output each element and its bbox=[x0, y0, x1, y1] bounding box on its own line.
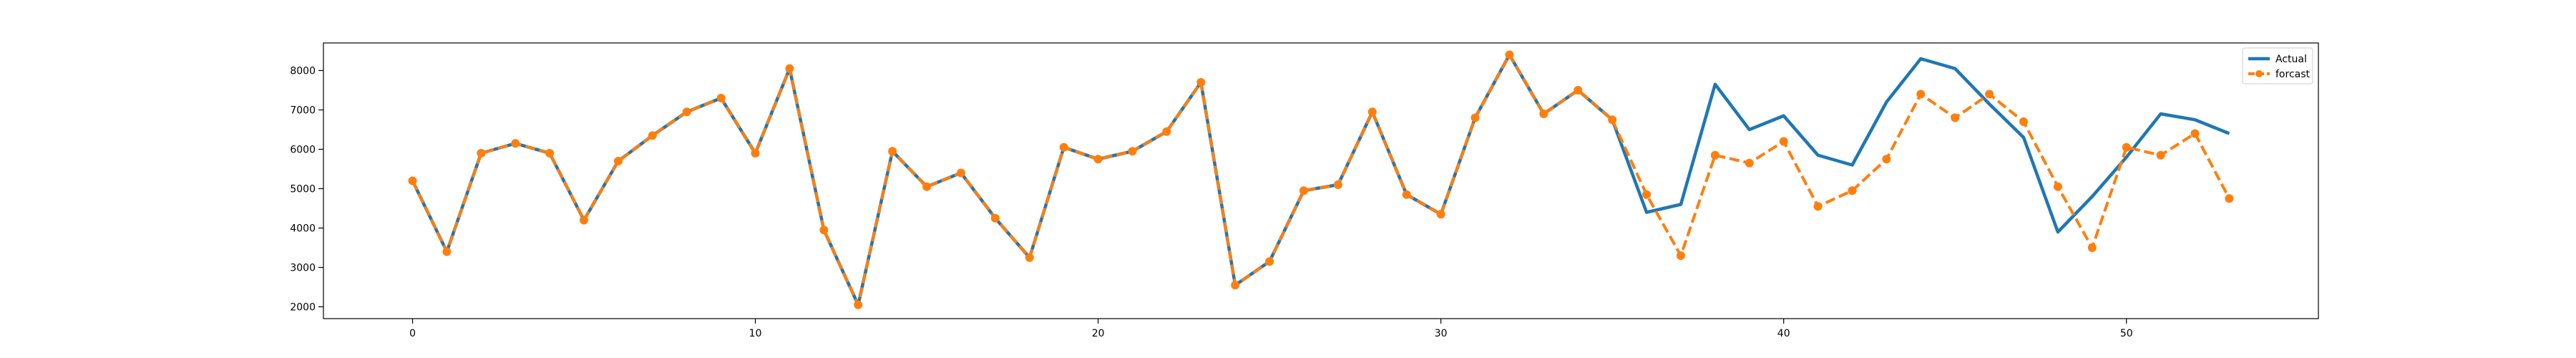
data-point-forcast bbox=[1608, 115, 1617, 125]
x-tick-label: 10 bbox=[749, 328, 762, 339]
y-tick-label: 4000 bbox=[290, 223, 316, 235]
data-point-forcast bbox=[1333, 180, 1342, 189]
data-point-forcast bbox=[1642, 190, 1652, 199]
data-point-forcast bbox=[1265, 257, 1274, 266]
data-point-forcast bbox=[2225, 194, 2234, 203]
x-tick-label: 0 bbox=[409, 328, 416, 339]
data-point-forcast bbox=[957, 168, 966, 178]
data-point-forcast bbox=[2053, 182, 2062, 191]
x-tick-label: 40 bbox=[1777, 328, 1790, 339]
data-point-forcast bbox=[990, 213, 1000, 223]
x-tick-label: 50 bbox=[2120, 328, 2133, 339]
data-point-forcast bbox=[1059, 142, 1068, 152]
data-point-forcast bbox=[2019, 117, 2029, 126]
data-point-forcast bbox=[1470, 113, 1480, 122]
x-tick-label: 20 bbox=[1092, 328, 1105, 339]
legend-label-actual: Actual bbox=[2275, 54, 2307, 65]
data-point-forcast bbox=[2156, 150, 2165, 160]
data-point-forcast bbox=[511, 139, 520, 148]
legend: Actual forcast bbox=[2242, 47, 2313, 84]
y-tick-label: 6000 bbox=[290, 145, 316, 156]
data-point-forcast bbox=[1882, 155, 1891, 164]
y-tick-label: 5000 bbox=[290, 184, 316, 195]
data-point-forcast bbox=[1539, 110, 1548, 118]
data-point-forcast bbox=[1231, 281, 1240, 290]
data-point-forcast bbox=[819, 226, 829, 235]
data-point-forcast bbox=[648, 131, 657, 140]
data-point-forcast bbox=[545, 149, 555, 158]
y-tick-label: 3000 bbox=[290, 263, 316, 274]
plot-area bbox=[408, 50, 2234, 309]
data-point-forcast bbox=[1162, 127, 1171, 136]
axes-frame bbox=[323, 42, 2319, 319]
data-point-forcast bbox=[751, 149, 760, 158]
data-point-forcast bbox=[1367, 107, 1377, 117]
data-point-forcast bbox=[1985, 90, 1994, 99]
data-point-forcast bbox=[1779, 137, 1788, 146]
data-point-forcast bbox=[682, 107, 691, 117]
data-point-forcast bbox=[613, 157, 623, 165]
data-point-forcast bbox=[408, 176, 417, 185]
y-tick-label: 7000 bbox=[290, 105, 316, 117]
legend-label-forcast: forcast bbox=[2275, 69, 2311, 80]
data-point-forcast bbox=[1402, 190, 1411, 199]
data-point-forcast bbox=[1676, 251, 1685, 260]
data-point-forcast bbox=[1505, 50, 1514, 59]
data-point-forcast bbox=[477, 149, 486, 158]
y-tick-label: 2000 bbox=[290, 302, 316, 314]
legend-marker-forcast bbox=[2255, 70, 2263, 77]
data-point-forcast bbox=[1710, 150, 1719, 160]
data-point-forcast bbox=[2087, 243, 2097, 252]
data-point-forcast bbox=[785, 64, 794, 73]
series-line-forcast bbox=[411, 53, 2231, 306]
data-point-forcast bbox=[1813, 202, 1823, 211]
data-point-forcast bbox=[922, 182, 932, 191]
series-forcast bbox=[408, 50, 2234, 309]
data-point-forcast bbox=[1196, 78, 1206, 87]
data-point-forcast bbox=[1916, 90, 1926, 99]
data-point-forcast bbox=[580, 216, 589, 225]
data-point-forcast bbox=[1128, 147, 1137, 156]
data-point-forcast bbox=[1745, 158, 1754, 168]
data-point-forcast bbox=[1574, 86, 1583, 95]
data-point-forcast bbox=[888, 147, 897, 156]
data-point-forcast bbox=[1951, 113, 1960, 122]
data-point-forcast bbox=[1299, 186, 1309, 195]
data-point-forcast bbox=[1848, 186, 1857, 195]
axes: 0 10 20 30 40 50 2000 3000 4000 5000 6000 7000 8000 bbox=[290, 42, 2319, 339]
data-point-forcast bbox=[716, 94, 726, 102]
data-point-forcast bbox=[1093, 155, 1103, 164]
data-point-forcast bbox=[2190, 129, 2200, 138]
data-point-forcast bbox=[854, 300, 863, 309]
y-tick-label: 8000 bbox=[290, 66, 316, 77]
data-point-forcast bbox=[442, 247, 452, 256]
data-point-forcast bbox=[1025, 253, 1034, 262]
data-point-forcast bbox=[2122, 142, 2131, 152]
x-tick-label: 30 bbox=[1435, 328, 1448, 339]
data-point-forcast bbox=[1436, 210, 1445, 219]
